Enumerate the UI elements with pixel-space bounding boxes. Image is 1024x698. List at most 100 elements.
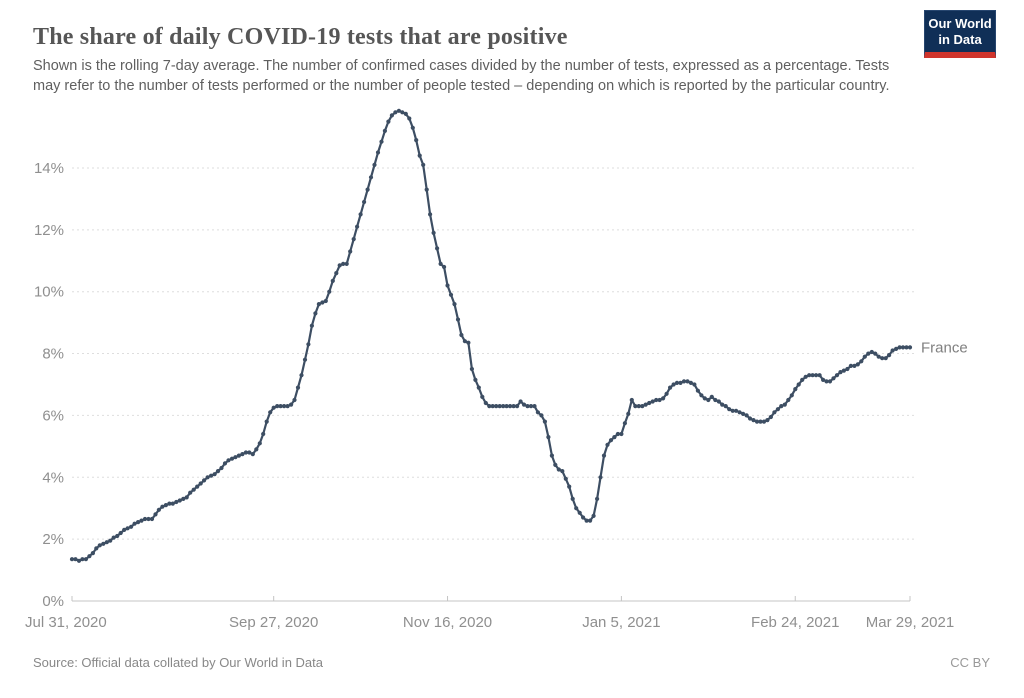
data-point-marker bbox=[368, 175, 374, 180]
data-point-marker bbox=[730, 408, 735, 413]
data-point-marker bbox=[869, 349, 874, 355]
data-point-marker bbox=[765, 418, 770, 423]
data-point-marker bbox=[727, 407, 732, 412]
data-point-marker bbox=[713, 397, 718, 403]
data-point-marker bbox=[834, 373, 840, 378]
data-point-marker bbox=[664, 391, 669, 396]
data-point-marker bbox=[289, 402, 294, 407]
data-point-marker bbox=[389, 113, 394, 118]
data-point-marker bbox=[511, 404, 516, 409]
data-point-marker bbox=[601, 453, 607, 458]
data-point-marker bbox=[643, 402, 648, 407]
data-point-marker bbox=[848, 363, 854, 368]
data-point-marker bbox=[80, 557, 85, 562]
y-tick-label: 10% bbox=[34, 284, 64, 301]
data-point-marker bbox=[156, 507, 161, 512]
owid-logo-line2: in Data bbox=[938, 31, 982, 47]
data-point-marker bbox=[521, 402, 527, 407]
data-point-marker bbox=[108, 538, 113, 543]
positivity-line[interactable] bbox=[70, 109, 912, 562]
data-point-marker bbox=[907, 345, 913, 350]
data-point-marker bbox=[681, 379, 687, 384]
data-point-marker bbox=[282, 404, 287, 409]
source-note: Source: Official data collated by Our Wo… bbox=[33, 655, 323, 670]
data-point-marker bbox=[483, 400, 488, 406]
data-point-marker bbox=[515, 404, 520, 409]
data-point-marker bbox=[772, 410, 777, 415]
data-point-marker bbox=[219, 465, 224, 471]
data-point-marker bbox=[202, 478, 207, 483]
data-point-marker bbox=[344, 261, 349, 266]
data-point-marker bbox=[761, 419, 767, 424]
entity-label[interactable]: France bbox=[921, 339, 968, 356]
data-point-marker bbox=[313, 311, 318, 316]
data-point-marker bbox=[261, 431, 266, 437]
data-point-marker bbox=[633, 404, 638, 409]
data-point-marker bbox=[688, 380, 694, 385]
data-point-marker bbox=[862, 354, 867, 359]
data-point-marker bbox=[647, 400, 652, 406]
data-point-marker bbox=[894, 346, 899, 351]
data-point-marker bbox=[629, 397, 634, 403]
license-link[interactable]: CC BY bbox=[950, 655, 990, 670]
data-point-marker bbox=[309, 323, 314, 328]
data-point-marker bbox=[887, 353, 892, 358]
data-point-marker bbox=[435, 246, 440, 251]
data-point-marker bbox=[379, 139, 384, 144]
data-point-marker bbox=[222, 461, 228, 466]
data-point-marker bbox=[473, 377, 478, 382]
data-point-marker bbox=[737, 410, 742, 415]
data-point-marker bbox=[302, 357, 308, 362]
data-point-marker bbox=[341, 261, 346, 266]
data-point-marker bbox=[455, 317, 461, 322]
data-point-marker bbox=[768, 414, 774, 420]
data-point-marker bbox=[779, 404, 784, 409]
data-point-marker bbox=[598, 475, 603, 480]
data-point-marker bbox=[83, 557, 88, 562]
data-point-marker bbox=[612, 435, 617, 440]
data-point-marker bbox=[831, 376, 836, 381]
data-point-marker bbox=[386, 119, 391, 124]
data-point-marker bbox=[622, 421, 628, 426]
data-point-marker bbox=[365, 187, 370, 192]
data-point-marker bbox=[153, 512, 158, 517]
data-point-marker bbox=[275, 404, 280, 409]
data-point-marker bbox=[654, 397, 659, 403]
data-point-marker bbox=[431, 230, 436, 235]
data-point-marker bbox=[692, 382, 697, 387]
data-point-marker bbox=[438, 261, 443, 266]
data-point-marker bbox=[827, 379, 833, 384]
data-point-marker bbox=[469, 366, 474, 372]
data-point-marker bbox=[821, 377, 826, 382]
data-point-marker bbox=[149, 516, 155, 522]
data-point-marker bbox=[215, 469, 221, 474]
data-point-marker bbox=[181, 496, 186, 501]
data-point-marker bbox=[532, 404, 537, 409]
data-point-marker bbox=[452, 302, 457, 307]
data-point-marker bbox=[904, 345, 909, 350]
data-point-marker bbox=[504, 404, 509, 409]
data-point-marker bbox=[751, 418, 756, 423]
data-point-marker bbox=[247, 450, 252, 455]
data-point-marker bbox=[553, 462, 558, 467]
data-point-marker bbox=[716, 399, 721, 404]
chart-title: The share of daily COVID-19 tests that a… bbox=[33, 24, 568, 51]
owid-logo[interactable]: Our World in Data bbox=[924, 10, 996, 58]
data-point-marker bbox=[87, 554, 92, 559]
data-point-marker bbox=[775, 407, 781, 412]
data-point-marker bbox=[459, 332, 464, 338]
data-point-marker bbox=[814, 373, 819, 378]
data-point-marker bbox=[428, 212, 433, 217]
data-point-marker bbox=[445, 283, 450, 288]
data-point-marker bbox=[782, 402, 787, 407]
data-point-marker bbox=[535, 410, 541, 415]
data-point-marker bbox=[205, 475, 210, 480]
data-point-marker bbox=[695, 388, 701, 393]
data-point-marker bbox=[69, 557, 75, 562]
data-point-marker bbox=[626, 411, 631, 416]
data-point-marker bbox=[668, 385, 673, 390]
data-point-marker bbox=[595, 496, 600, 501]
data-point-marker bbox=[494, 404, 499, 409]
